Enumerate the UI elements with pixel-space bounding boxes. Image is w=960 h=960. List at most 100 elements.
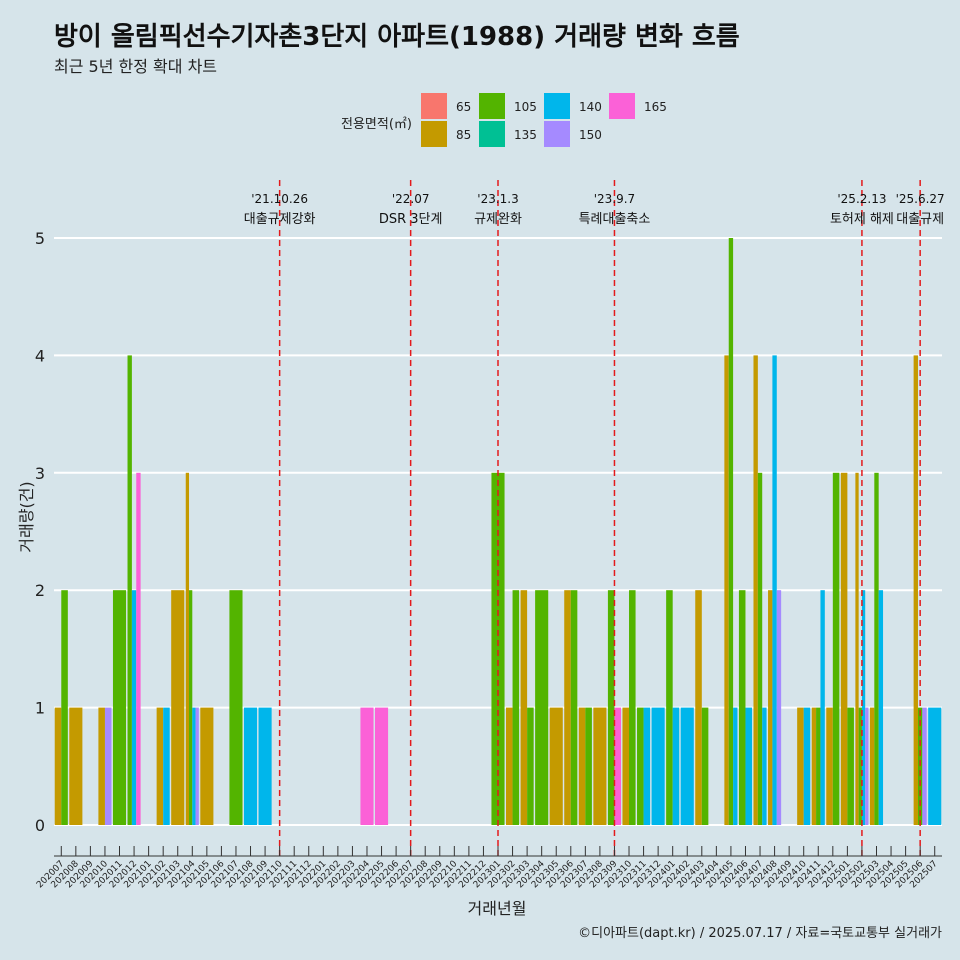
bar bbox=[54, 707, 62, 825]
bar bbox=[803, 707, 811, 825]
bar bbox=[724, 355, 729, 825]
bar bbox=[192, 707, 196, 825]
legend-label: 65 bbox=[456, 100, 471, 114]
bar bbox=[61, 590, 68, 825]
legend-swatch bbox=[479, 121, 505, 147]
y-tick-label: 2 bbox=[35, 581, 45, 600]
bar bbox=[816, 707, 821, 825]
bar bbox=[185, 472, 190, 825]
event-label: 특례대출축소 bbox=[579, 212, 651, 227]
bar bbox=[112, 590, 127, 825]
bar bbox=[695, 590, 702, 825]
bar bbox=[258, 707, 272, 825]
bar bbox=[820, 590, 825, 825]
bar bbox=[570, 590, 578, 825]
bar bbox=[832, 472, 840, 825]
chart-subtitle: 최근 5년 한정 확대 차트 bbox=[54, 57, 218, 76]
bar bbox=[865, 707, 869, 825]
bar bbox=[512, 590, 520, 825]
x-axis: 2020072020082020092020102020112020122021… bbox=[35, 846, 942, 890]
bar bbox=[840, 472, 848, 825]
bar bbox=[131, 590, 137, 825]
bar bbox=[728, 238, 734, 825]
bar bbox=[506, 707, 513, 825]
legend-label: 150 bbox=[579, 128, 602, 142]
legend-swatch bbox=[544, 93, 570, 119]
bar bbox=[855, 472, 859, 825]
event-date: '25.2.13 bbox=[837, 192, 886, 206]
bar bbox=[104, 707, 112, 825]
bar bbox=[757, 472, 763, 825]
bar bbox=[672, 707, 680, 825]
bar bbox=[922, 707, 927, 825]
y-tick-label: 3 bbox=[35, 464, 45, 483]
legend-swatch bbox=[421, 121, 447, 147]
bar bbox=[98, 707, 105, 825]
bar bbox=[753, 355, 758, 825]
bar bbox=[869, 707, 875, 825]
legend: 전용면적(㎡) 65 85 105 135 140 150 165 bbox=[341, 93, 667, 147]
bar bbox=[200, 707, 214, 825]
event-label: 대출규제 bbox=[896, 212, 944, 227]
bar bbox=[527, 707, 534, 825]
event-date: '21.10.26 bbox=[251, 192, 308, 206]
bar bbox=[535, 590, 549, 825]
bar bbox=[549, 707, 563, 825]
event-date: '25.6.27 bbox=[896, 192, 945, 206]
bar bbox=[643, 707, 651, 825]
legend-swatch bbox=[609, 93, 635, 119]
bar bbox=[701, 707, 709, 825]
legend-label: 105 bbox=[514, 100, 537, 114]
event-date: '23.1.3 bbox=[477, 192, 518, 206]
bar bbox=[878, 590, 884, 825]
bar bbox=[738, 590, 746, 825]
bar bbox=[614, 707, 622, 825]
bar bbox=[637, 707, 644, 825]
bar bbox=[913, 355, 918, 825]
bar bbox=[69, 707, 83, 825]
x-axis-title: 거래년월 bbox=[468, 899, 527, 918]
bar bbox=[564, 590, 571, 825]
bar bbox=[195, 707, 199, 825]
bar bbox=[156, 707, 164, 825]
legend-swatch bbox=[544, 121, 570, 147]
bar bbox=[136, 472, 141, 825]
y-tick-label: 1 bbox=[35, 699, 45, 718]
event-label: 토허제 해제 bbox=[830, 212, 894, 227]
event-label: 규제완화 bbox=[474, 212, 522, 227]
y-axis: 0 1 2 3 4 5 bbox=[35, 229, 45, 835]
chart-title: 방이 올림픽선수기자촌3단지 아파트(1988) 거래량 변화 흐름 bbox=[54, 22, 740, 52]
legend-label: 165 bbox=[644, 100, 667, 114]
bar bbox=[928, 707, 942, 825]
bar bbox=[243, 707, 258, 825]
bar bbox=[826, 707, 833, 825]
bar bbox=[847, 707, 854, 825]
bar bbox=[680, 707, 694, 825]
legend-swatch bbox=[421, 93, 447, 119]
bar bbox=[811, 707, 817, 825]
bar bbox=[666, 590, 673, 825]
bar bbox=[917, 707, 923, 825]
bar bbox=[374, 707, 389, 825]
bar bbox=[491, 472, 505, 825]
bar bbox=[189, 590, 193, 825]
bar bbox=[797, 707, 804, 825]
y-tick-label: 5 bbox=[35, 229, 45, 248]
event-label: 대출규제강화 bbox=[244, 212, 316, 227]
bar bbox=[629, 590, 636, 825]
legend-title: 전용면적(㎡) bbox=[341, 117, 412, 132]
bar bbox=[127, 355, 132, 825]
bar bbox=[578, 707, 586, 825]
event-date: '22.07 bbox=[392, 192, 430, 206]
event-markers: '21.10.26 대출규제강화 '22.07 DSR 3단계 '23.1.3 규제완화 '… bbox=[244, 180, 945, 856]
bar bbox=[585, 707, 592, 825]
bar bbox=[745, 707, 753, 825]
bar bbox=[768, 590, 773, 825]
bar bbox=[762, 707, 767, 825]
event-label: DSR 3단계 bbox=[379, 212, 443, 227]
bar bbox=[776, 590, 782, 825]
y-tick-label: 4 bbox=[35, 346, 45, 365]
y-axis-title: 거래량(건) bbox=[17, 481, 36, 552]
bars bbox=[54, 238, 942, 825]
